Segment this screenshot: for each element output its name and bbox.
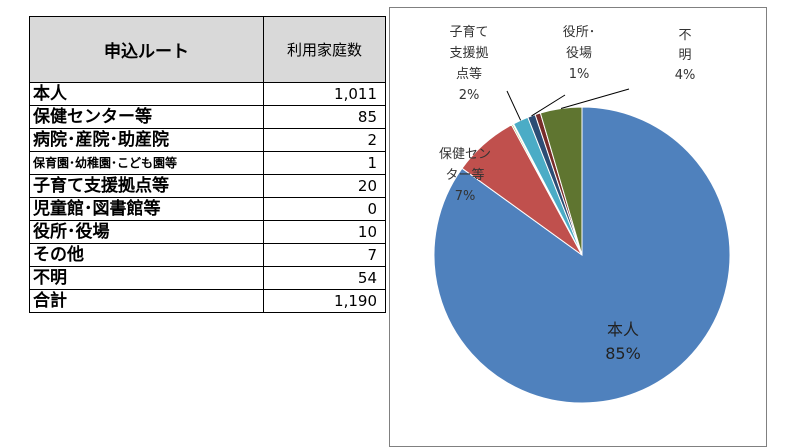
route-cell: 保健センター等 [29,105,264,129]
count-cell: 7 [263,243,386,267]
slice-label: 子育て [449,24,488,40]
route-cell: 子育て支援拠点等 [29,174,264,198]
leader-line [506,90,522,121]
slice-label: 役場 [566,46,592,61]
count-cell: 0 [263,197,386,221]
count-cell: 1,190 [263,289,386,313]
leader-lines [506,88,630,121]
route-cell: 保育園･幼稚園･こども園等 [29,151,264,175]
pie-slices [433,106,731,404]
slice-label: 1% [569,67,590,82]
slice-label: 7% [455,189,476,204]
slice-label: 2% [459,88,480,103]
slice-label: 明 [678,48,691,63]
slice-label: 支援拠 [449,46,488,61]
table-row: その他 7 [29,243,386,267]
count-cell: 54 [263,266,386,290]
count-cell: 1 [263,151,386,175]
route-cell: 本人 [29,82,264,106]
slice-label: 85% [605,344,641,363]
pie-slice [539,106,583,256]
table-row: 保健センター等 85 [29,105,386,129]
leader-line [560,88,630,109]
table-row: 本人 1,011 [29,82,386,106]
header-count: 利用家庭数 [263,16,386,83]
route-cell: その他 [29,243,264,267]
table-row: 子育て支援拠点等 20 [29,174,386,198]
leader-line [531,94,566,117]
slice-label: 不 [678,28,691,43]
slice-label: 役所･ [563,25,596,40]
route-table: 申込ルート 利用家庭数 本人 1,011 保健センター等 85 病院･産院･助産院 2 保育… [29,16,386,313]
pie-chart: 本人 85% 保健センター等 7% 子育て支援拠点等 2% 役所･ 役場 1% 不明 4% [433,24,731,404]
table-row: 病院･産院･助産院 2 [29,128,386,152]
route-cell: 合計 [29,289,264,313]
table-row: 保育園･幼稚園･こども園等 1 [29,151,386,175]
count-cell: 20 [263,174,386,198]
count-cell: 2 [263,128,386,152]
table-row: 役所･役場 10 [29,220,386,244]
table-row: 児童館･図書館等 0 [29,197,386,221]
slice-label: 4% [675,68,696,83]
slice-label: 本人 [607,320,639,339]
slice-label: ター等 [445,167,484,183]
route-cell: 病院･産院･助産院 [29,128,264,152]
count-cell: 1,011 [263,82,386,106]
route-cell: 不明 [29,266,264,290]
table-header-row: 申込ルート 利用家庭数 [29,16,386,83]
table-body: 本人 1,011 保健センター等 85 病院･産院･助産院 2 保育園･幼稚園･こども園等 1… [29,82,386,313]
route-cell: 児童館･図書館等 [29,197,264,221]
slice-labels: 本人 85% 保健センター等 7% 子育て支援拠点等 2% 役所･ 役場 1% 不明 4% [439,24,695,363]
slice-label: 点等 [456,66,482,82]
table-row: 不明 54 [29,266,386,290]
count-cell: 85 [263,105,386,129]
count-cell: 10 [263,220,386,244]
route-cell: 役所･役場 [29,220,264,244]
slice-label: 保健セン [439,147,491,162]
header-route: 申込ルート [29,16,264,83]
table-row: 合計 1,190 [29,289,386,313]
